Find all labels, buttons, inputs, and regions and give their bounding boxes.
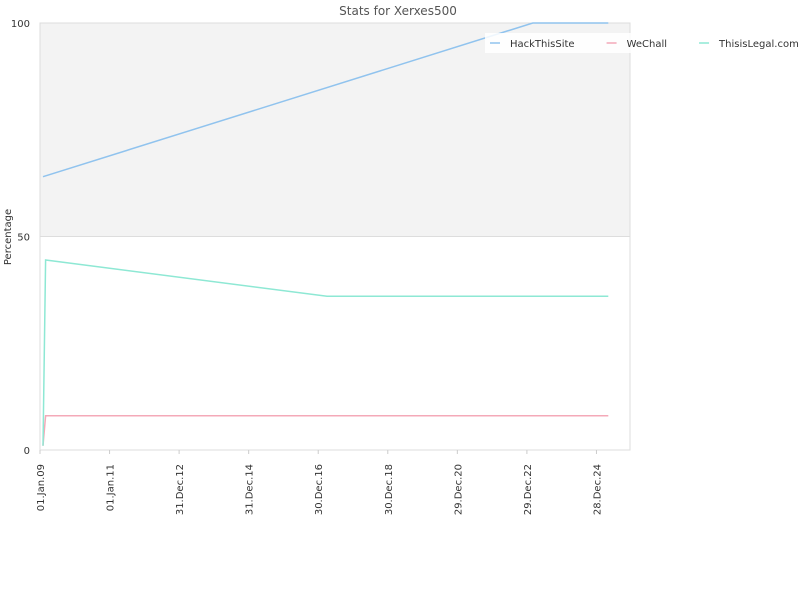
plot-band [40,23,630,237]
series-line [42,415,609,446]
series-line [42,259,609,446]
legend: HackThisSite WeChall ThisisLegal.com [485,33,799,53]
y-tick-label: 100 [11,19,30,30]
legend-label: ThisisLegal.com [718,39,799,50]
x-tick-label: 29.Dec.20 [453,464,464,515]
x-tick-label: 31.Dec.12 [175,464,186,515]
chart-title: Stats for Xerxes500 [339,4,457,18]
x-tick-label: 28.Dec.24 [592,464,603,515]
x-tick-label: 29.Dec.22 [523,464,534,515]
legend-label: WeChall [627,39,667,50]
x-tick-label: 31.Dec.14 [245,464,256,515]
y-axis-label: Percentage [3,209,14,265]
x-tick-label: 30.Dec.18 [384,464,395,515]
legend-label: HackThisSite [510,39,575,50]
series-line [42,22,609,178]
x-tick-label: 30.Dec.16 [314,464,325,515]
x-tick-label: 01.Jan.09 [36,464,47,511]
x-tick-label: 01.Jan.11 [106,464,117,511]
y-tick-label: 0 [24,446,30,457]
y-tick-label: 50 [17,233,30,244]
legend-background [485,33,795,53]
